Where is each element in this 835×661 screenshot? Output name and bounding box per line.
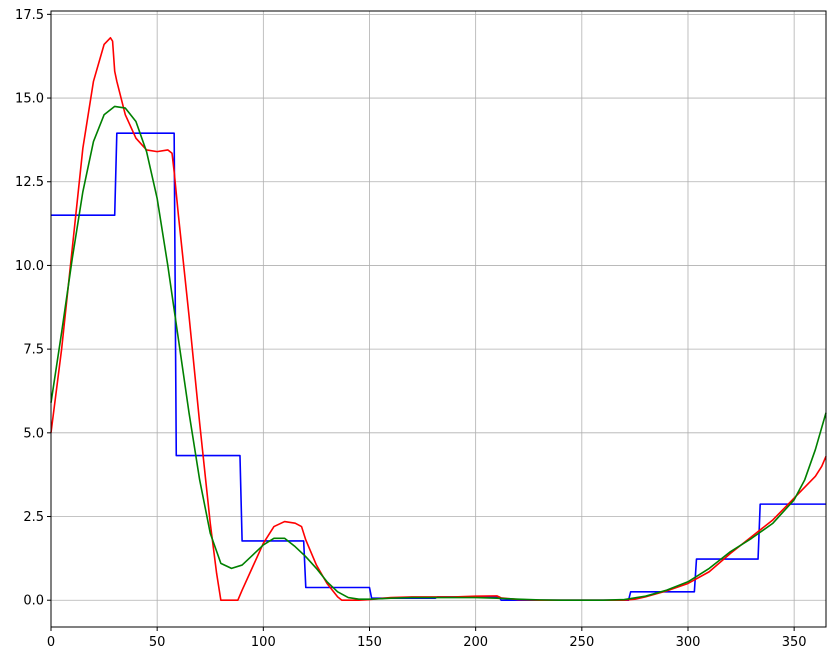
x-tick-label: 50 bbox=[149, 635, 166, 650]
y-tick-label: 2.5 bbox=[23, 510, 44, 525]
blue-step-series-line bbox=[51, 132, 826, 602]
y-tick-label: 5.0 bbox=[23, 426, 44, 441]
y-tick-label: 12.5 bbox=[15, 175, 44, 190]
y-tick-label: 0.0 bbox=[23, 594, 44, 609]
x-tick-label: 350 bbox=[782, 635, 807, 650]
red-series-line bbox=[50, 36, 827, 602]
grid bbox=[50, 11, 826, 627]
x-tick-label: 300 bbox=[676, 635, 701, 650]
green-series-line bbox=[50, 105, 827, 602]
x-tick-label: 0 bbox=[47, 635, 55, 650]
ticks: 0 50 100 150 200 250 300 350 0.0 2.5 5.0 7.5 10.0 12.… bbox=[15, 8, 807, 650]
x-tick-label: 150 bbox=[357, 635, 382, 650]
plot-frame bbox=[50, 10, 827, 628]
x-tick-label: 100 bbox=[251, 635, 276, 650]
y-tick-label: 17.5 bbox=[15, 8, 44, 23]
x-tick-label: 200 bbox=[463, 635, 488, 650]
y-tick-label: 15.0 bbox=[15, 92, 44, 107]
y-tick-label: 7.5 bbox=[23, 343, 44, 358]
x-tick-label: 250 bbox=[569, 635, 594, 650]
series-group bbox=[50, 36, 827, 602]
y-tick-label: 10.0 bbox=[15, 259, 44, 274]
